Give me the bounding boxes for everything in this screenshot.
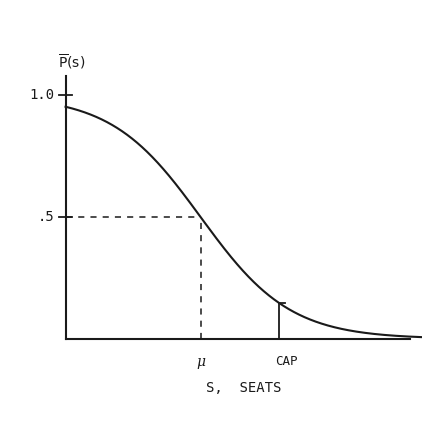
Text: CAP: CAP [275,355,298,368]
Text: $\overline{\rm P}$$\rm (s)$: $\overline{\rm P}$$\rm (s)$ [58,53,85,71]
Text: 1.0: 1.0 [29,88,55,103]
Text: .5: .5 [38,210,55,224]
Text: μ: μ [196,355,205,368]
Text: S,  SEATS: S, SEATS [206,381,281,395]
